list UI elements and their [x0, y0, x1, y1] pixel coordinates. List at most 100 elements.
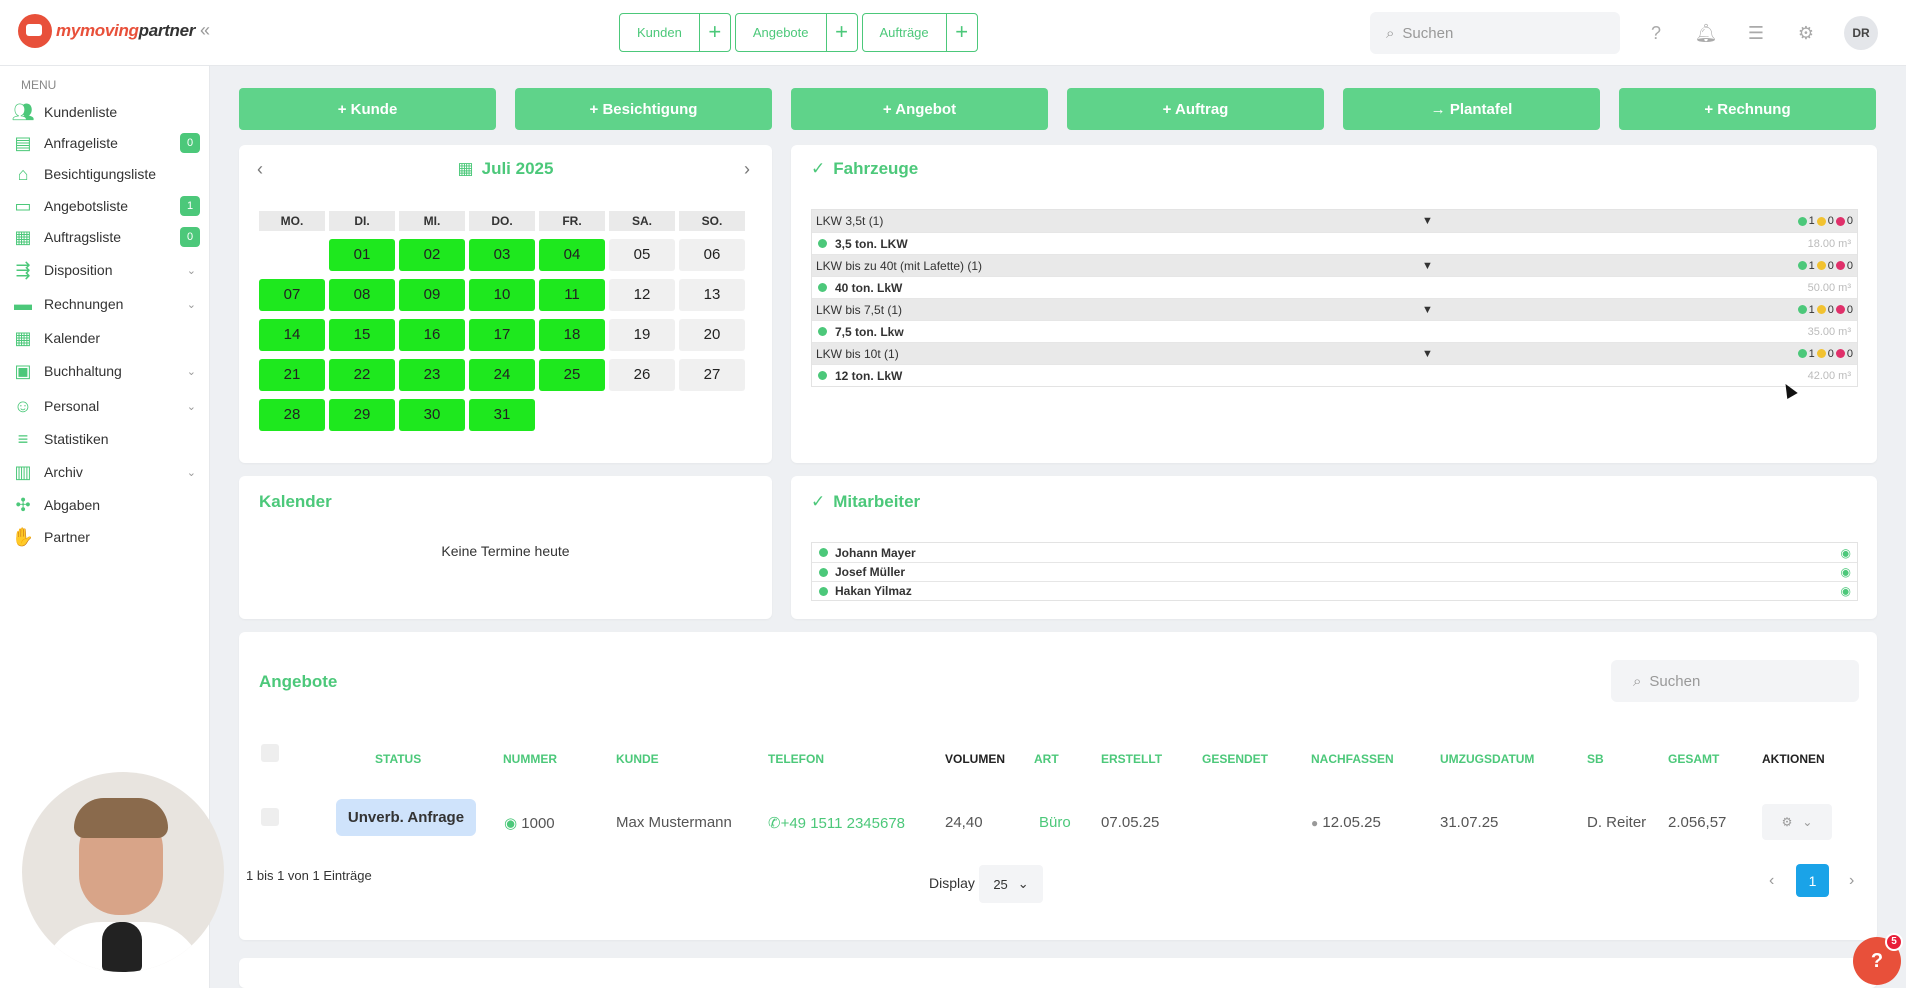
calendar-day[interactable]: 10 [469, 279, 535, 311]
chevron-down-icon[interactable]: ⌄ [186, 298, 196, 311]
calendar-day[interactable]: 01 [329, 239, 395, 271]
sidebar-item-personal[interactable]: ☺ Personal ⌄ [10, 391, 200, 421]
calendar-day[interactable]: 15 [329, 319, 395, 351]
expand-arrow-icon[interactable]: ▼ [1422, 215, 1433, 227]
plus-icon[interactable]: + [955, 19, 969, 44]
calendar-day[interactable]: 23 [399, 359, 465, 391]
calendar-day[interactable]: 28 [259, 399, 325, 431]
calendar-day[interactable]: 04 [539, 239, 605, 271]
plantafel-button[interactable]: → Plantafel [1343, 88, 1600, 130]
prev-page-icon[interactable]: ‹ [1769, 872, 1775, 889]
vehicle-row[interactable]: 40 ton. LkW 50.00 m³ [812, 276, 1857, 298]
sidebar-item-partner[interactable]: ✋ Partner [10, 522, 200, 552]
col-telefon[interactable]: TELEFON [768, 752, 824, 766]
sidebar-item-angebotsliste[interactable]: ▭ Angebotsliste 1 [10, 191, 200, 221]
col-status[interactable]: STATUS [375, 752, 422, 766]
vehicle-group-row[interactable]: LKW 3,5t (1) ▼ 1 0 0 [812, 210, 1857, 232]
sidebar-item-archiv[interactable]: ▥ Archiv ⌄ [10, 457, 200, 487]
eye-icon[interactable]: ◉ [1840, 565, 1851, 579]
calendar-day[interactable]: 07 [259, 279, 325, 311]
calendar-day[interactable]: 21 [259, 359, 325, 391]
help-icon[interactable]: ? [1650, 22, 1661, 43]
calendar-day[interactable]: 29 [329, 399, 395, 431]
calendar-day[interactable]: 18 [539, 319, 605, 351]
expand-arrow-icon[interactable]: ▼ [1422, 259, 1433, 272]
chevron-down-icon[interactable]: ⌄ [186, 400, 196, 413]
sidebar-item-kundenliste[interactable]: 👥︎ Kundenliste [10, 97, 200, 127]
bell-icon[interactable]: 🔔︎ [1694, 22, 1718, 43]
calendar-day[interactable]: 19 [609, 319, 675, 351]
expand-arrow-icon[interactable]: ▼ [1422, 347, 1433, 360]
staff-row[interactable]: Hakan Yilmaz ◉ [812, 581, 1857, 600]
global-search-input[interactable]: ⌕ Suchen [1370, 12, 1620, 54]
sidebar-item-rechnungen[interactable]: ▬ Rechnungen ⌄ [10, 289, 200, 319]
calendar-day[interactable]: 09 [399, 279, 465, 311]
vehicle-row[interactable]: 7,5 ton. Lkw 35.00 m³ [812, 320, 1857, 342]
chevron-down-icon[interactable]: ⌄ [186, 365, 196, 378]
page-1-button[interactable]: 1 [1796, 864, 1829, 897]
calendar-day[interactable]: 03 [469, 239, 535, 271]
staff-row[interactable]: Josef Müller ◉ [812, 562, 1857, 581]
add-order-button[interactable]: + Auftrag [1067, 88, 1324, 130]
vehicle-row[interactable]: 12 ton. LkW 42.00 m³ [812, 364, 1857, 386]
col-erstellt[interactable]: ERSTELLT [1101, 752, 1163, 766]
staff-row[interactable]: Johann Mayer ◉ [812, 543, 1857, 562]
col-kunde[interactable]: KUNDE [616, 752, 659, 766]
page-size-select[interactable]: 25 ⌄ [979, 865, 1043, 903]
col-gesamt[interactable]: GESAMT [1668, 752, 1720, 766]
calendar-day[interactable]: 12 [609, 279, 675, 311]
calendar-day[interactable]: 14 [259, 319, 325, 351]
col-umzugsdatum[interactable]: UMZUGSDATUM [1440, 752, 1535, 766]
sidebar-item-anfrageliste[interactable]: ▤ Anfrageliste 0 [10, 128, 200, 158]
offers-search-input[interactable]: ⌕ Suchen [1611, 660, 1859, 702]
row-customer[interactable]: Max Mustermann [616, 814, 732, 831]
eye-icon[interactable]: ◉ [1840, 545, 1851, 560]
calendar-day[interactable]: 25 [539, 359, 605, 391]
calendar-day[interactable]: 30 [399, 399, 465, 431]
calendar-day[interactable]: 26 [609, 359, 675, 391]
checklist-icon[interactable]: ☰ [1747, 22, 1765, 43]
vehicle-group-row[interactable]: LKW bis zu 40t (mit Lafette) (1) ▼ 1 0 0 [812, 254, 1857, 276]
row-number[interactable]: ◉ 1000 [504, 814, 555, 832]
gear-icon[interactable]: ⚙ [1797, 22, 1815, 43]
sidebar-item-auftragsliste[interactable]: ▦ Auftragsliste 0 [10, 222, 200, 252]
next-page-icon[interactable]: › [1849, 872, 1855, 889]
calendar-day[interactable]: 22 [329, 359, 395, 391]
add-offer-button[interactable]: + Angebot [791, 88, 1048, 130]
select-all-checkbox[interactable] [261, 744, 279, 762]
eye-icon[interactable]: ◉ [504, 815, 518, 832]
calendar-day[interactable]: 11 [539, 279, 605, 311]
sidebar-item-disposition[interactable]: ⇶ Disposition ⌄ [10, 255, 200, 285]
calendar-day[interactable]: 02 [399, 239, 465, 271]
chevron-down-icon[interactable]: ⌄ [186, 264, 196, 277]
col-art[interactable]: ART [1034, 752, 1059, 766]
col-volumen[interactable]: VOLUMEN [945, 752, 1005, 766]
help-chat-button[interactable]: ? 5 [1853, 933, 1903, 985]
calendar-day[interactable]: 05 [609, 239, 675, 271]
sidebar-item-kalender[interactable]: ▦ Kalender [10, 323, 200, 353]
sidebar-item-buchhaltung[interactable]: ▣ Buchhaltung ⌄ [10, 356, 200, 386]
calendar-day[interactable]: 20 [679, 319, 745, 351]
quicktab-label[interactable]: Angebote [736, 14, 827, 51]
add-customer-button[interactable]: + Kunde [239, 88, 496, 130]
col-gesendet[interactable]: GESENDET [1202, 752, 1269, 766]
calendar-day[interactable]: 06 [679, 239, 745, 271]
quicktab-label[interactable]: Kunden [620, 14, 700, 51]
status-badge[interactable]: Unverb. Anfrage [336, 799, 476, 836]
chevron-down-icon[interactable]: ⌄ [186, 466, 196, 479]
vehicle-group-row[interactable]: LKW bis 10t (1) ▼ 1 0 0 [812, 342, 1857, 364]
row-phone[interactable]: ✆+49 1511 2345678 [768, 814, 905, 832]
col-sb[interactable]: SB [1587, 752, 1604, 766]
calendar-day[interactable]: 16 [399, 319, 465, 351]
next-month-icon[interactable]: › [744, 159, 750, 179]
eye-icon[interactable]: ◉ [1840, 584, 1851, 598]
collapse-sidebar-icon[interactable]: « [200, 20, 211, 40]
plus-icon[interactable]: + [708, 19, 722, 44]
avatar[interactable]: DR [1844, 16, 1878, 50]
prev-month-icon[interactable]: ‹ [257, 159, 263, 179]
calendar-day[interactable]: 08 [329, 279, 395, 311]
add-inspection-button[interactable]: + Besichtigung [515, 88, 772, 130]
calendar-day[interactable]: 13 [679, 279, 745, 311]
logo[interactable]: mymovingpartner [18, 14, 195, 48]
vehicle-group-row[interactable]: LKW bis 7,5t (1) ▼ 1 0 0 [812, 298, 1857, 320]
